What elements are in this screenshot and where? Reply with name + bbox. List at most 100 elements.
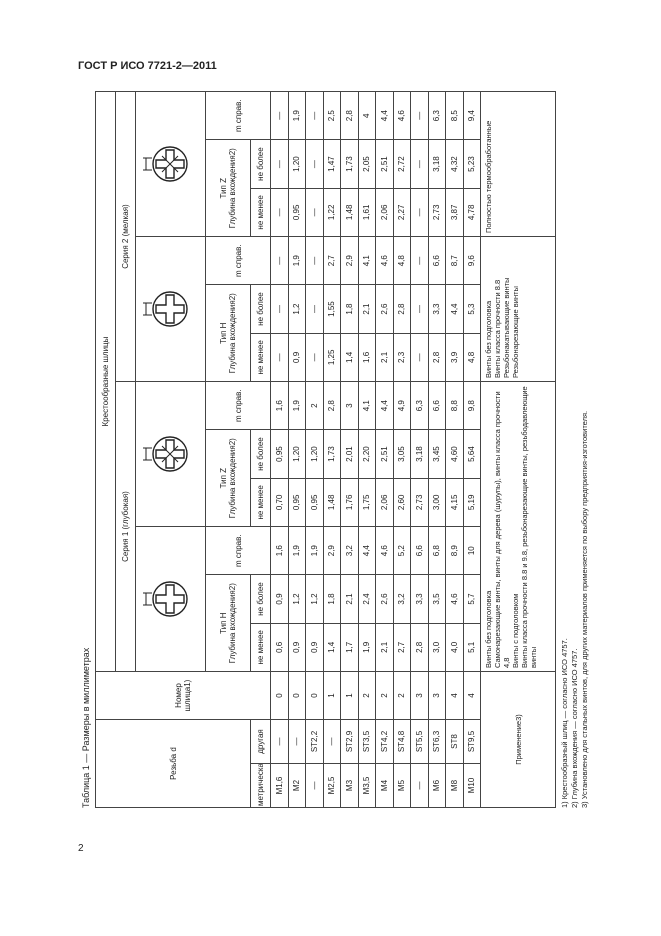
table-row: M10 ST9,5 4 5,1 5,7 10 5,19 5,64 9,8 4,8 5,3 9,6 4,7… [463, 91, 481, 808]
header-cell: Тип Z Глубина вхождения2) [205, 139, 251, 237]
table-row: M5 ST4,8 2 2,7 3,2 5,2 2,60 3,05 4,9 2,3 2,8 4,8 2,2… [393, 91, 411, 808]
data-cell: 6,8 [428, 526, 446, 575]
data-cell: 1,20 [288, 139, 306, 189]
data-cell: 8,8 [445, 381, 463, 430]
data-cell: — [410, 188, 428, 237]
data-cell: 2,9 [340, 236, 358, 285]
data-cell: — [305, 333, 323, 382]
data-cell: 1,25 [323, 333, 341, 382]
data-cell: 3,2 [393, 574, 411, 624]
slot-icon-cell [135, 381, 206, 527]
data-cell: 4,9 [393, 381, 411, 430]
data-cell: 1,73 [323, 429, 341, 479]
header-cell: m справ. [205, 91, 271, 140]
data-cell: 2,60 [393, 478, 411, 527]
data-cell: 1,20 [305, 429, 323, 479]
data-cell: ST3,5 [358, 719, 376, 764]
application-line: Винты с подголовком [511, 593, 520, 668]
data-cell: 2,8 [410, 623, 428, 672]
data-cell: 2,27 [393, 188, 411, 237]
data-cell: M6 [428, 763, 446, 808]
data-cell: 2,1 [375, 623, 393, 672]
data-cell: 3,05 [393, 429, 411, 479]
data-cell: 1,4 [323, 623, 341, 672]
data-cell: 1,20 [288, 429, 306, 479]
data-cell: 3,18 [410, 429, 428, 479]
application-cell: Полностью термообработанные [480, 91, 556, 237]
data-cell: 2,06 [375, 478, 393, 527]
data-cell: — [270, 188, 288, 237]
data-cell: 2,51 [375, 139, 393, 189]
header-cell: не менее [250, 333, 271, 382]
slot-icon [142, 436, 188, 472]
data-cell: 2,4 [358, 574, 376, 624]
data-cell: M3 [340, 763, 358, 808]
slot-icon-cell [135, 236, 206, 382]
data-cell: 1,9 [288, 236, 306, 285]
data-cell: 1,6 [270, 526, 288, 575]
header-cell: Серия 1 (глубокая) [115, 381, 136, 672]
data-cell: 10 [463, 526, 481, 575]
data-cell: 5,64 [463, 429, 481, 479]
data-cell: 4,8 [393, 236, 411, 285]
data-cell: 2,9 [323, 526, 341, 575]
data-cell: 1,6 [270, 381, 288, 430]
data-cell: 9,8 [463, 381, 481, 430]
application-label: Применение3) [480, 671, 556, 808]
data-cell: M4 [375, 763, 393, 808]
data-cell: M2 [288, 763, 306, 808]
data-cell: 3 [410, 671, 428, 720]
data-cell: — [305, 763, 323, 808]
data-cell: 4,4 [358, 526, 376, 575]
data-cell: 4,4 [375, 91, 393, 140]
data-cell: — [270, 139, 288, 189]
data-cell: 8,7 [445, 236, 463, 285]
data-cell: 2,73 [410, 478, 428, 527]
table: Резьба d Номер шлица1) Крестообразные шлиц… [95, 91, 556, 808]
slot-icon [142, 581, 188, 617]
data-cell: — [305, 236, 323, 285]
data-cell: 3 [428, 671, 446, 720]
data-cell: 4,4 [445, 284, 463, 334]
type-label: Тип Z [219, 467, 228, 489]
data-cell: — [410, 139, 428, 189]
data-cell: 3,3 [428, 284, 446, 334]
data-cell: 4,78 [463, 188, 481, 237]
header-cell: не более [250, 139, 271, 189]
table-row: M3,5 ST3,5 2 1,9 2,4 4,4 1,75 2,20 4,1 1,6 2,1 4,1 1… [358, 91, 376, 808]
data-cell: — [270, 91, 288, 140]
data-cell: 5,2 [393, 526, 411, 575]
data-cell: — [270, 719, 288, 764]
type-label: Тип H [219, 322, 228, 344]
data-cell: 4,1 [358, 236, 376, 285]
table-caption: Таблица 1 — Размеры в миллиметрах [81, 647, 91, 808]
data-cell: 3,87 [445, 188, 463, 237]
data-cell: M8 [445, 763, 463, 808]
type-label: Тип Z [219, 178, 228, 199]
application-line: Винты без подголовка [484, 300, 493, 379]
footnotes: 1) Крестообразный шлиц — согласно ИСО 47… [556, 92, 590, 808]
data-cell: 2,5 [323, 91, 341, 140]
data-cell: 0,95 [305, 478, 323, 527]
data-cell: 8,5 [445, 91, 463, 140]
data-cell: 2,73 [428, 188, 446, 237]
header-cell: Тип Z Глубина вхождения2) [205, 429, 251, 527]
application-cell: Винты без подголовка Самонарезающие винты… [480, 381, 556, 672]
application-line: Резьбонарезающие винты [511, 286, 520, 379]
data-cell: 4,6 [393, 91, 411, 140]
slot-icon [142, 291, 188, 327]
data-cell: 0,9 [270, 574, 288, 624]
header-cell: не более [250, 284, 271, 334]
data-cell: 1,9 [288, 91, 306, 140]
data-cell: 8,9 [445, 526, 463, 575]
data-cell: ST5,5 [410, 719, 428, 764]
data-cell: 4,0 [445, 623, 463, 672]
footnote: 1) Крестообразный шлиц — согласно ИСО 47… [560, 638, 569, 808]
data-cell: 2,1 [375, 333, 393, 382]
table-row: M4 ST4,2 2 2,1 2,6 4,6 2,06 2,51 4,4 2,1 2,6 4,6 2,0… [375, 91, 393, 808]
application-line: Винты класса прочности 8.8 [493, 279, 502, 379]
depth-label: Глубина вхождения2) [228, 583, 237, 664]
data-cell: 4,1 [358, 381, 376, 430]
data-cell: 3,0 [428, 623, 446, 672]
header-cell: метрическая [250, 763, 271, 808]
